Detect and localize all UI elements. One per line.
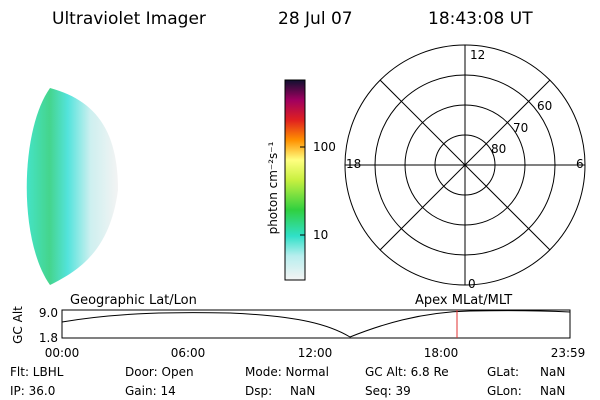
time: 18:43:08 UT [428,9,533,29]
y-label: GC Alt [11,306,25,344]
y-tick-label: 9.0 [39,306,58,320]
axis [379,79,551,251]
x-tick-label: 18:00 [424,346,459,360]
status-field: Mode: Normal [245,365,329,379]
status-field: NaN [290,384,315,398]
status-field: IP: 36.0 [10,384,55,398]
status-field: Gain: 14 [125,384,176,398]
hour-label: 0 [468,277,476,291]
status-field: Flt: LBHL [10,365,64,379]
colorbar-label: photon cm⁻²s⁻¹ [266,141,280,234]
x-tick-label: 00:00 [45,346,80,360]
lat-label: 80 [491,142,506,156]
status-field: Seq: 39 [365,384,411,398]
lat-label: 70 [513,121,528,135]
title: Ultraviolet Imager [52,9,206,29]
status-field: NaN [540,365,565,379]
timeline: Geographic Lat/Lon Apex MLat/MLT GC Alt … [11,293,585,360]
y-tick-label: 1.8 [39,331,58,345]
lat-label: 60 [537,99,552,113]
hour-label: 6 [576,157,584,171]
tick-label: 100 [313,140,336,154]
timeline-frame [61,309,571,339]
colorbar: 100 10 photon cm⁻²s⁻¹ [266,79,336,281]
status-field: GLat: [487,365,519,379]
x-tick-label: 23:59 [551,346,586,360]
x-tick-label: 06:00 [171,346,206,360]
date: 28 Jul 07 [278,9,353,29]
hour-label: 18 [346,157,361,171]
tick-label: 10 [313,228,328,242]
earth-image [26,88,118,285]
x-tick-label: 12:00 [298,346,333,360]
colorbar-scale [284,79,306,281]
altitude-curve [61,310,571,338]
hour-label: 12 [470,48,485,62]
timeline-title: Apex MLat/MLT [415,293,512,308]
timeline-title: Geographic Lat/Lon [70,293,197,308]
status-field: NaN [540,384,565,398]
status-field: Dsp: [245,384,272,398]
status-field: GLon: [487,384,522,398]
status-field: GC Alt: 6.8 Re [365,365,449,379]
status-field: Door: Open [125,365,194,379]
footer: Flt: LBHL Door: Open Mode: Normal GC Alt… [10,365,565,398]
polar-plot: 12 18 6 0 60 70 80 [344,44,586,291]
header: Ultraviolet Imager 28 Jul 07 18:43:08 UT [52,9,533,29]
